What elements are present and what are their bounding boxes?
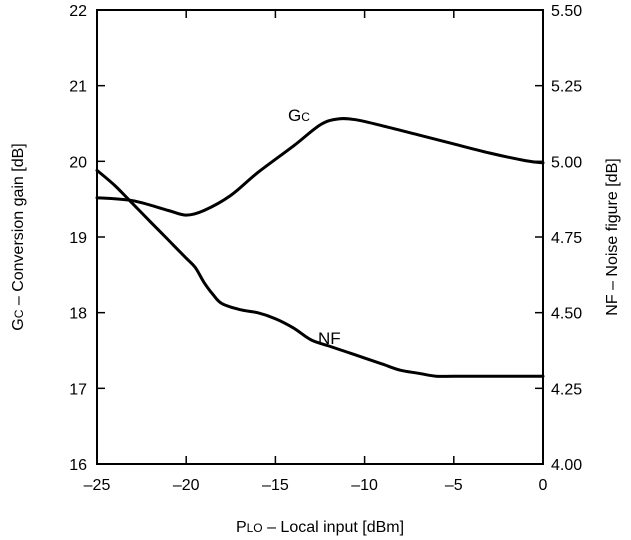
- y-right-tick-label: 5.50: [551, 3, 582, 20]
- x-tick-label: –20: [173, 477, 200, 494]
- x-tick-label: –10: [351, 477, 378, 494]
- curves: [95, 117, 545, 378]
- y-right-tick-labels: 4.00 4.25 4.50 4.75 5.00 5.25 5.50: [551, 3, 582, 474]
- y-left-tick-label: 17: [69, 381, 87, 398]
- y-right-axis-label: NF – Noise figure [dB]: [604, 158, 621, 315]
- y-left-tick-label: 16: [69, 457, 87, 474]
- y-left-tick-labels: 16 17 18 19 20 21 22: [69, 3, 87, 474]
- y-right-tick-label: 4.25: [551, 381, 582, 398]
- x-tick-label: –15: [262, 477, 289, 494]
- y-left-tick-label: 22: [69, 3, 87, 20]
- x-tick-label: –5: [445, 477, 463, 494]
- x-axis-label: PLO – Local input [dBm]: [236, 519, 404, 536]
- y-right-tick-label: 5.00: [551, 154, 582, 171]
- y-left-tick-label: 19: [69, 230, 87, 247]
- y-left-tick-label: 18: [69, 306, 87, 323]
- y-left-tick-label: 20: [69, 154, 87, 171]
- x-tick-label: 0: [539, 477, 548, 494]
- x-tick-label: –25: [84, 477, 111, 494]
- gc-curve: [95, 117, 545, 217]
- y-right-tick-label: 4.50: [551, 306, 582, 323]
- gc-curve-label: GC: [288, 106, 310, 125]
- y-right-tick-label: 4.75: [551, 230, 582, 247]
- nf-curve: [95, 168, 545, 378]
- nf-curve-label: NF: [318, 329, 341, 348]
- y-left-tick-label: 21: [69, 79, 87, 96]
- y-right-tick-label: 4.00: [551, 457, 582, 474]
- y-right-tick-label: 5.25: [551, 79, 582, 96]
- x-tick-labels: –25 –20 –15 –10 –5 0: [84, 477, 548, 494]
- y-left-axis-label: GC – Conversion gain [dB]: [10, 143, 27, 330]
